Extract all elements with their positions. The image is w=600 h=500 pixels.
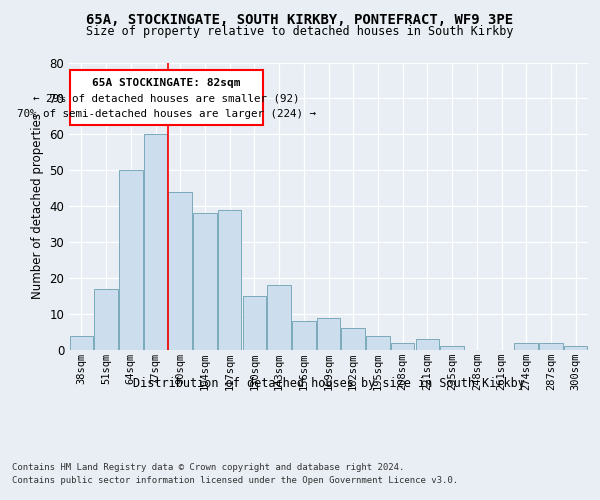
Bar — [242, 296, 266, 350]
Y-axis label: Number of detached properties: Number of detached properties — [31, 114, 44, 299]
Bar — [292, 322, 316, 350]
FancyBboxPatch shape — [70, 70, 263, 126]
Text: 65A STOCKINGATE: 82sqm: 65A STOCKINGATE: 82sqm — [92, 78, 241, 88]
Text: Size of property relative to detached houses in South Kirkby: Size of property relative to detached ho… — [86, 25, 514, 38]
Bar — [366, 336, 389, 350]
Bar — [416, 339, 439, 350]
Bar — [514, 343, 538, 350]
Text: Contains public sector information licensed under the Open Government Licence v3: Contains public sector information licen… — [12, 476, 458, 485]
Bar — [341, 328, 365, 350]
Bar — [440, 346, 464, 350]
Text: Contains HM Land Registry data © Crown copyright and database right 2024.: Contains HM Land Registry data © Crown c… — [12, 462, 404, 471]
Bar — [193, 214, 217, 350]
Bar — [94, 289, 118, 350]
Bar — [119, 170, 143, 350]
Text: Distribution of detached houses by size in South Kirkby: Distribution of detached houses by size … — [133, 378, 525, 390]
Bar — [317, 318, 340, 350]
Bar — [539, 343, 563, 350]
Bar — [391, 343, 415, 350]
Bar — [169, 192, 192, 350]
Bar — [218, 210, 241, 350]
Bar — [144, 134, 167, 350]
Bar — [268, 286, 291, 350]
Text: 65A, STOCKINGATE, SOUTH KIRKBY, PONTEFRACT, WF9 3PE: 65A, STOCKINGATE, SOUTH KIRKBY, PONTEFRA… — [86, 12, 514, 26]
Bar — [70, 336, 93, 350]
Text: ← 29% of detached houses are smaller (92): ← 29% of detached houses are smaller (92… — [34, 94, 300, 104]
Text: 70% of semi-detached houses are larger (224) →: 70% of semi-detached houses are larger (… — [17, 109, 316, 119]
Bar — [564, 346, 587, 350]
